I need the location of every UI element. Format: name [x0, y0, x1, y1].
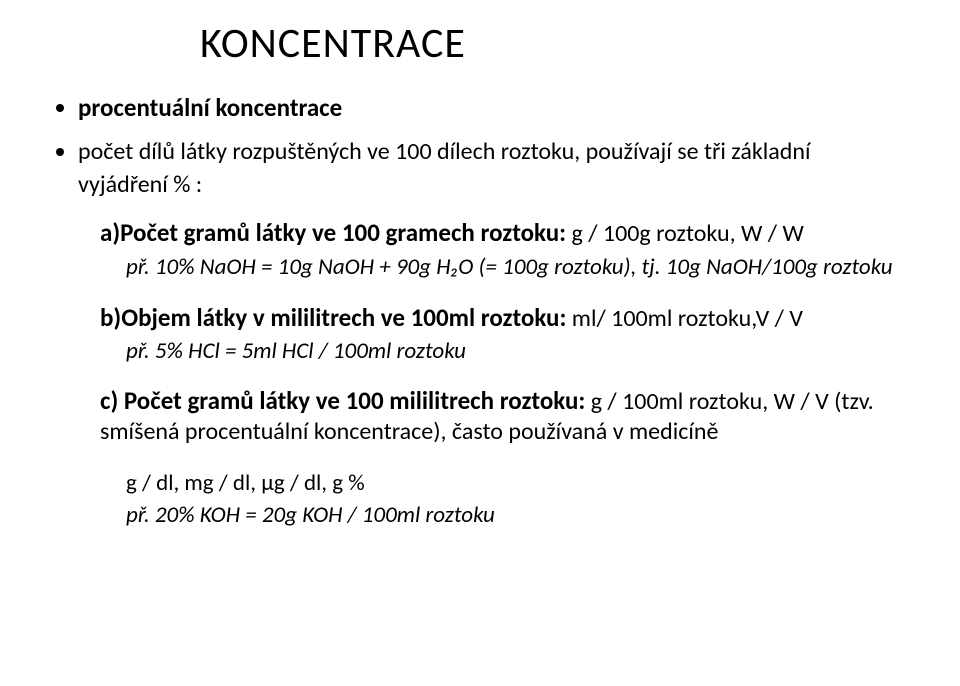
section-b-head: b)Objem látky v mililitrech ve 100ml roz…	[100, 302, 566, 333]
section-b-example: př. 5% HCl = 5ml HCl / 100ml roztoku	[126, 336, 904, 367]
section-a-tail: g / 100g roztoku, W / W	[566, 219, 804, 248]
section-b: b)Objem látky v mililitrech ve 100ml roz…	[100, 301, 904, 368]
section-b-tail: ml/ 100ml roztoku,V / V	[566, 304, 803, 333]
units-example: př. 20% KOH = 20g KOH / 100ml roztoku	[126, 500, 904, 532]
bullet-sub: počet dílů látky rozpuštěných ve 100 díl…	[56, 135, 904, 202]
bullet-main: procentuální koncentrace	[56, 91, 904, 125]
units-block: g / dl, mg / dl, μg / dl, g % př. 20% KO…	[126, 468, 904, 531]
section-a-line: a)Počet gramů látky ve 100 gramech rozto…	[100, 216, 904, 250]
units-line: g / dl, mg / dl, μg / dl, g %	[126, 468, 904, 500]
section-b-line: b)Objem látky v mililitrech ve 100ml roz…	[100, 301, 904, 335]
section-c-line: c) Počet gramů látky ve 100 mililitrech …	[100, 384, 904, 447]
page-title: KONCENTRACE	[200, 18, 904, 69]
bullet-icon	[56, 148, 64, 156]
section-a: a)Počet gramů látky ve 100 gramech rozto…	[100, 216, 904, 283]
bullet-icon	[56, 104, 64, 112]
section-a-example: př. 10% NaOH = 10g NaOH + 90g H₂O (= 100…	[126, 252, 904, 283]
bullet-sub-text: počet dílů látky rozpuštěných ve 100 díl…	[78, 135, 904, 202]
section-c: c) Počet gramů látky ve 100 mililitrech …	[100, 384, 904, 532]
document-page: KONCENTRACE procentuální koncentrace poč…	[0, 0, 960, 532]
bullet-main-text: procentuální koncentrace	[78, 91, 342, 125]
section-c-head: c) Počet gramů látky ve 100 mililitrech …	[100, 385, 585, 416]
section-c-tail: g / 100ml roztoku, W / V	[585, 387, 828, 416]
section-a-head: a)Počet gramů látky ve 100 gramech rozto…	[100, 217, 566, 248]
